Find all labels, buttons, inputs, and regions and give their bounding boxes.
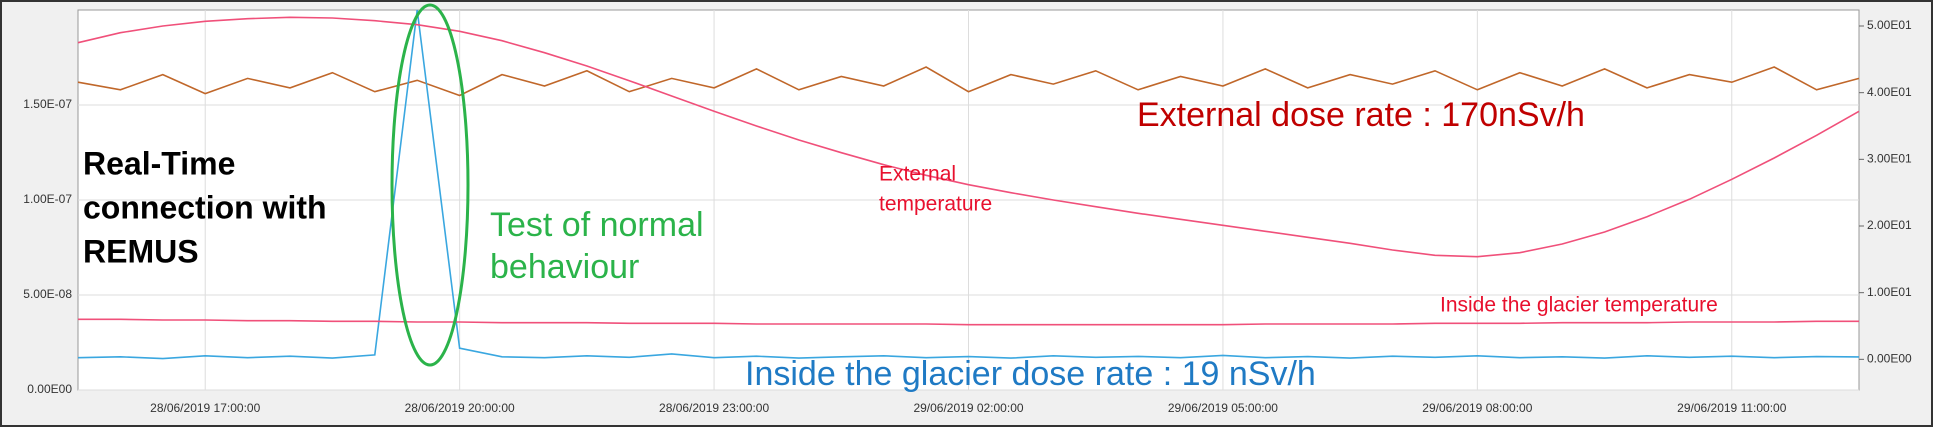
annotation: External dose rate : 170nSv/h [1137,96,1585,134]
series-line [77,66,1860,97]
x-tick-label: 28/06/2019 17:00:00 [150,401,260,415]
annotation: REMUS [83,233,199,269]
annotation: External [879,163,956,186]
annotation: behaviour [490,248,639,286]
annotation: Real-Time [83,145,235,181]
annotation: temperature [879,193,992,216]
series-line [77,16,1860,258]
x-tick-label: 28/06/2019 20:00:00 [405,401,515,415]
y-tick-label: 0.00E00 [27,382,72,396]
y-tick-label: 1.50E-07 [23,97,72,111]
y-tick-label: 1.00E-07 [23,192,72,206]
y2-tick-label: 2.00E01 [1867,218,1912,232]
annotation: Inside the glacier temperature [1440,294,1718,317]
x-tick-label: 29/06/2019 02:00:00 [913,401,1023,415]
highlight-ellipse [390,3,470,367]
y-tick-label: 5.00E-08 [23,287,72,301]
series-line [78,318,1859,326]
y2-tick-label: 4.00E01 [1867,85,1912,99]
grid: 0.00E00 5.00E-08 1.00E-07 1.50E-07 0.00E00 1.… [23,10,1912,415]
y2-tick-label: 0.00E00 [1867,352,1912,366]
y2-tick-label: 3.00E01 [1867,152,1912,166]
annotation: connection with [83,189,327,225]
annotation: Test of normal [490,206,704,244]
lines [77,9,1860,360]
x-tick-label: 29/06/2019 05:00:00 [1168,401,1278,415]
annotations: Real-Time connection with REMUS Test of nor… [83,96,1718,393]
x-tick-label: 28/06/2019 23:00:00 [659,401,769,415]
x-tick-label: 29/06/2019 11:00:00 [1677,401,1787,415]
x-tick-label: 29/06/2019 08:00:00 [1422,401,1532,415]
y2-tick-label: 5.00E01 [1867,18,1912,32]
series-line [77,9,1860,360]
annotation: Inside the glacier dose rate : 19 nSv/h [745,355,1316,393]
y2-tick-label: 1.00E01 [1867,285,1912,299]
